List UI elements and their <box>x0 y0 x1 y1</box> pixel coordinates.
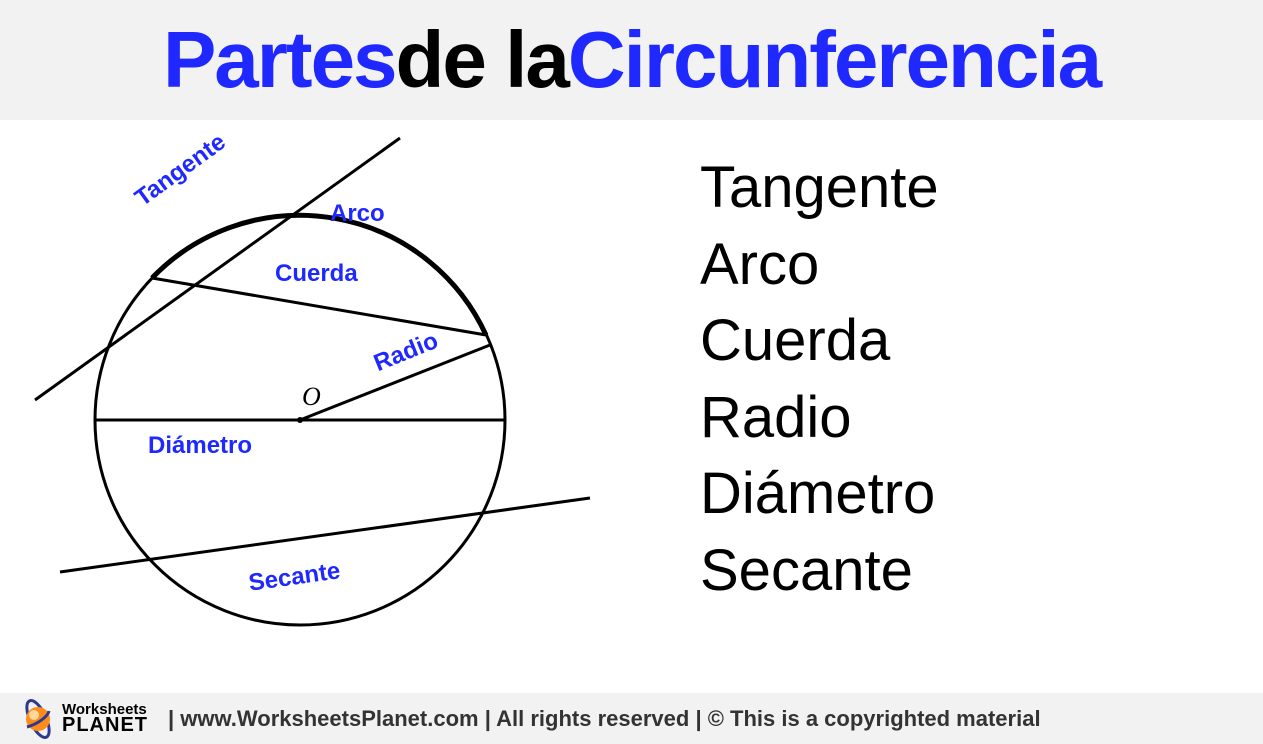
center-label: O <box>302 382 321 411</box>
brand-logo: Worksheets PLANET <box>18 699 148 739</box>
term-item: Radio <box>700 380 939 457</box>
term-item: Secante <box>700 533 939 610</box>
title-word-1: Partes <box>163 14 396 106</box>
diagram-label: Cuerda <box>275 260 358 288</box>
brand-logo-text: Worksheets PLANET <box>62 703 148 735</box>
footer: Worksheets PLANET | www.WorksheetsPlanet… <box>0 693 1263 744</box>
center-dot <box>297 417 303 423</box>
diagram-label: Diámetro <box>148 432 252 460</box>
footer-copyright: | www.WorksheetsPlanet.com | All rights … <box>168 706 1041 732</box>
body-area: O TangenteArcoCuerdaRadioDiámetroSecante… <box>0 120 1263 693</box>
title-word-2: de la <box>396 14 568 106</box>
terms-list: Tangente Arco Cuerda Radio Diámetro Seca… <box>700 150 939 609</box>
term-item: Tangente <box>700 150 939 227</box>
planet-icon <box>18 699 58 739</box>
term-item: Arco <box>700 227 939 304</box>
brand-text-bottom: PLANET <box>62 716 148 734</box>
page: Partes de la Circunferencia O TangenteAr… <box>0 0 1263 744</box>
title-header: Partes de la Circunferencia <box>0 0 1263 120</box>
term-item: Cuerda <box>700 303 939 380</box>
term-item: Diámetro <box>700 456 939 533</box>
diagram-label: Arco <box>330 200 385 228</box>
title-word-3: Circunferencia <box>568 14 1100 106</box>
circle-diagram: O <box>0 120 640 693</box>
